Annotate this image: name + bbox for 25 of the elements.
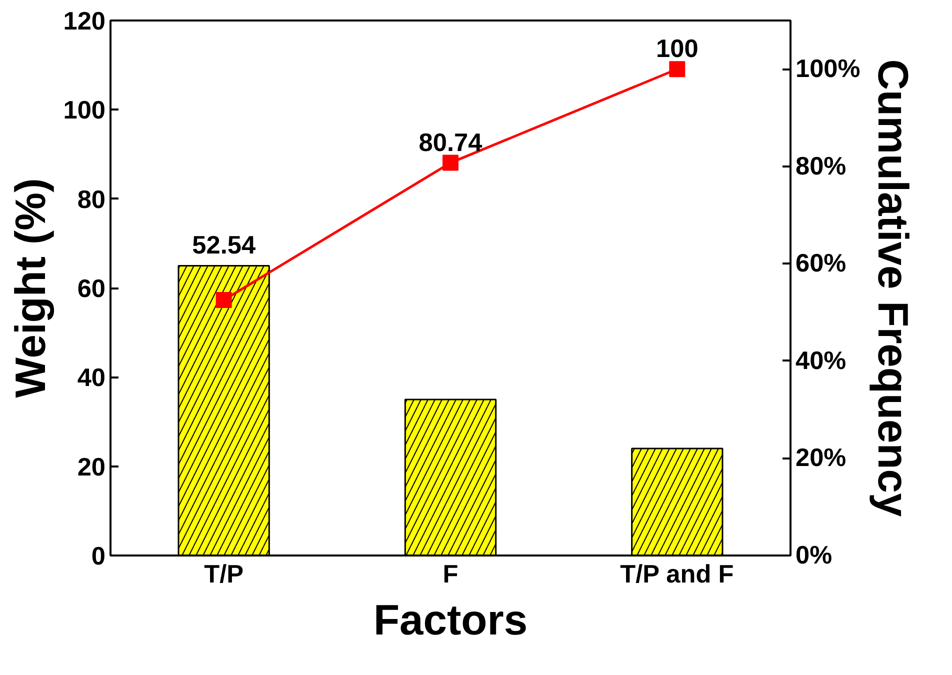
- y-tick-label: 60: [77, 275, 106, 303]
- y2-tick-label: 60%: [796, 250, 846, 278]
- y-tick-label: 0: [91, 542, 106, 570]
- data-label: 52.54: [192, 232, 256, 260]
- y2-axis-title: Cumulative Frequency: [868, 59, 916, 518]
- data-label: 100: [656, 35, 698, 64]
- x-tick-label: F: [442, 560, 458, 588]
- data-label: 80.74: [418, 128, 482, 157]
- y-tick-label: 100: [63, 96, 106, 125]
- point: [442, 154, 458, 171]
- x-tick-label: T/P: [204, 560, 244, 588]
- y2-tick-label: 100%: [796, 55, 860, 84]
- y-tick-label: 80: [77, 186, 106, 214]
- y-tick-label: 120: [63, 8, 106, 36]
- y2-tick-label: 40%: [796, 346, 846, 375]
- y-tick-label: 40: [77, 364, 106, 392]
- point: [669, 61, 686, 78]
- y-axis-title: Weight (%): [7, 178, 56, 398]
- y2-tick-label: 20%: [796, 444, 846, 472]
- y-tick-label: 20: [77, 453, 106, 482]
- x-tick-label: T/P and F: [620, 560, 734, 588]
- y2-tick-label: 0%: [796, 542, 832, 570]
- x-axis-title: Factors: [373, 596, 528, 644]
- y2-tick-label: 80%: [796, 152, 846, 180]
- point: [216, 292, 232, 308]
